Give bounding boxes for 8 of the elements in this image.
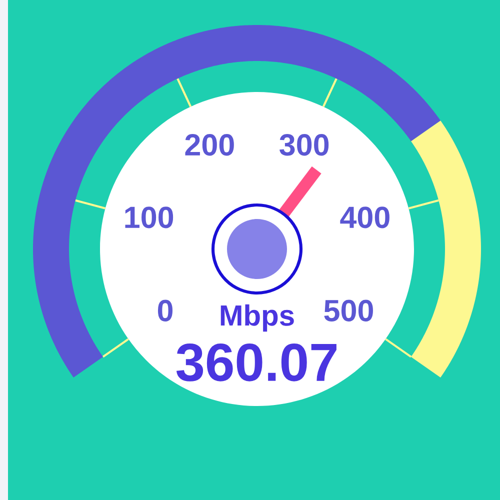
text: 360.07 <box>176 343 336 382</box>
text: 200 <box>185 134 234 156</box>
text: 400 <box>340 206 390 228</box>
text: 500 <box>324 300 373 322</box>
text: 0 <box>158 300 172 322</box>
text: Mbps <box>220 304 294 332</box>
text: 100 <box>125 206 174 228</box>
text: 300 <box>280 134 329 156</box>
